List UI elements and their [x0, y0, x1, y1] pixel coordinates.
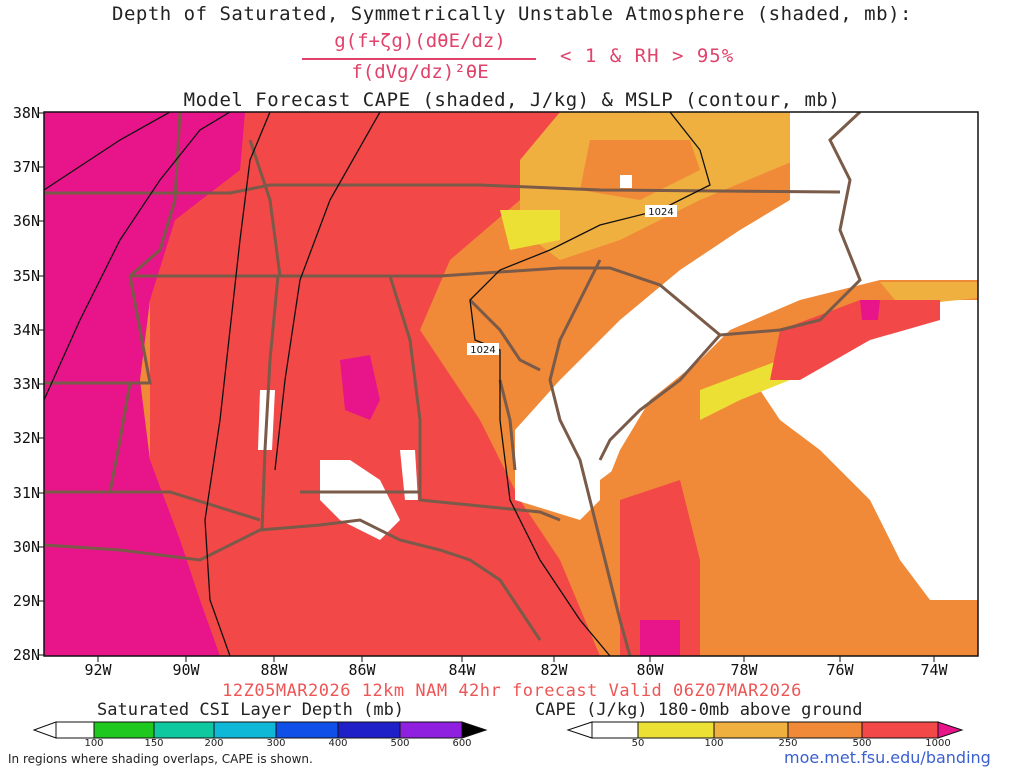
- axis-ticks: [38, 112, 935, 662]
- isobar-label-1: 1024: [648, 207, 673, 218]
- title-line-1: Depth of Saturated, Symmetrically Unstab…: [112, 3, 912, 25]
- ratio-numerator: g(f+ζg)(dθE/dz): [334, 30, 506, 52]
- ratio-condition: < 1 & RH > 95%: [560, 45, 735, 67]
- lat-label-32n: 32N: [12, 429, 40, 447]
- csi-tick-150: 150: [144, 738, 164, 749]
- lon-label-92w: 92W: [84, 661, 112, 679]
- csi-colorbar: [32, 721, 488, 739]
- isobar-label-bg-2: [467, 343, 499, 355]
- lon-label-76w: 76W: [826, 661, 854, 679]
- isobar-label-2: 1024: [470, 345, 495, 356]
- lon-label-88w: 88W: [260, 661, 288, 679]
- lat-label-38n: 38N: [12, 104, 40, 122]
- overlap-footnote: In regions where shading overlaps, CAPE …: [8, 752, 313, 766]
- lon-label-82w: 82W: [540, 661, 568, 679]
- cape-legend-title: CAPE (J/kg) 180-0mb above ground: [535, 700, 863, 720]
- lon-label-80w: 80W: [636, 661, 664, 679]
- lat-label-35n: 35N: [12, 267, 40, 285]
- lat-label-30n: 30N: [12, 538, 40, 556]
- state-boundaries: [44, 112, 862, 656]
- lat-label-36n: 36N: [12, 212, 40, 230]
- cape-tick-1000: 1000: [925, 738, 951, 749]
- csi-tick-100: 100: [84, 738, 104, 749]
- lon-label-90w: 90W: [172, 661, 200, 679]
- cape-tick-500: 500: [852, 738, 872, 749]
- ratio-denominator: f(dVg/dz)²θE: [351, 61, 489, 83]
- lon-label-86w: 86W: [348, 661, 376, 679]
- csi-tick-300: 300: [266, 738, 286, 749]
- mslp-isobars: [44, 112, 711, 656]
- lat-label-33n: 33N: [12, 375, 40, 393]
- fraction-bar: [302, 58, 536, 60]
- csi-tick-400: 400: [328, 738, 348, 749]
- title-line-2: Model Forecast CAPE (shaded, J/kg) & MSL…: [183, 89, 841, 111]
- csi-tick-500: 500: [390, 738, 410, 749]
- lon-label-78w: 78W: [730, 661, 758, 679]
- source-credit-link[interactable]: moe.met.fsu.edu/banding: [784, 748, 991, 767]
- csi-legend-title: Saturated CSI Layer Depth (mb): [97, 700, 405, 720]
- lat-label-29n: 29N: [12, 592, 40, 610]
- lon-label-74w: 74W: [920, 661, 948, 679]
- cape-tick-100: 100: [704, 738, 724, 749]
- cape-tick-50: 50: [631, 738, 645, 749]
- lat-label-28n: 28N: [12, 646, 40, 664]
- lat-label-31n: 31N: [12, 484, 40, 502]
- forecast-valid-line: 12Z05MAR2026 12km NAM 42hr forecast Vali…: [222, 681, 802, 701]
- csi-tick-600: 600: [452, 738, 472, 749]
- cape-colorbar: [566, 721, 964, 739]
- lon-label-84w: 84W: [448, 661, 476, 679]
- lat-label-34n: 34N: [12, 321, 40, 339]
- lat-label-37n: 37N: [12, 158, 40, 176]
- csi-tick-200: 200: [204, 738, 224, 749]
- isobar-label-bg-1: [645, 205, 677, 217]
- cape-tick-250: 250: [778, 738, 798, 749]
